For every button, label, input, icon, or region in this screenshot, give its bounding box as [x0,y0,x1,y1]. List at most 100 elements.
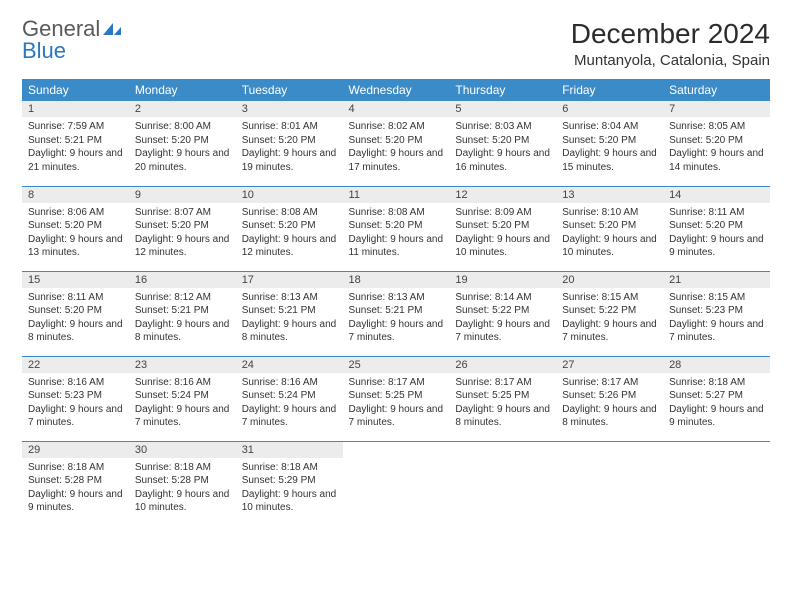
calendar-cell: 8Sunrise: 8:06 AMSunset: 5:20 PMDaylight… [22,186,129,271]
day-detail: Sunrise: 8:08 AMSunset: 5:20 PMDaylight:… [236,203,343,264]
calendar-cell [449,441,556,526]
day-number: 28 [663,357,770,373]
day-number: 31 [236,442,343,458]
logo-word-2: Blue [22,38,66,63]
calendar-cell [556,441,663,526]
calendar-cell: 21Sunrise: 8:15 AMSunset: 5:23 PMDayligh… [663,271,770,356]
day-number: 30 [129,442,236,458]
calendar-cell: 17Sunrise: 8:13 AMSunset: 5:21 PMDayligh… [236,271,343,356]
day-detail: Sunrise: 8:12 AMSunset: 5:21 PMDaylight:… [129,288,236,349]
calendar-cell: 20Sunrise: 8:15 AMSunset: 5:22 PMDayligh… [556,271,663,356]
calendar-cell: 25Sunrise: 8:17 AMSunset: 5:25 PMDayligh… [343,356,450,441]
day-number: 10 [236,187,343,203]
day-number: 8 [22,187,129,203]
weekday-friday: Friday [556,79,663,101]
calendar-row: 8Sunrise: 8:06 AMSunset: 5:20 PMDaylight… [22,186,770,271]
calendar-cell: 15Sunrise: 8:11 AMSunset: 5:20 PMDayligh… [22,271,129,356]
calendar-cell: 10Sunrise: 8:08 AMSunset: 5:20 PMDayligh… [236,186,343,271]
day-number: 29 [22,442,129,458]
day-detail: Sunrise: 8:07 AMSunset: 5:20 PMDaylight:… [129,203,236,264]
day-number: 22 [22,357,129,373]
calendar-cell: 28Sunrise: 8:18 AMSunset: 5:27 PMDayligh… [663,356,770,441]
day-number: 5 [449,101,556,117]
day-detail: Sunrise: 8:18 AMSunset: 5:29 PMDaylight:… [236,458,343,519]
day-detail: Sunrise: 8:06 AMSunset: 5:20 PMDaylight:… [22,203,129,264]
location-text: Muntanyola, Catalonia, Spain [571,52,770,69]
day-detail: Sunrise: 8:13 AMSunset: 5:21 PMDaylight:… [236,288,343,349]
day-detail: Sunrise: 8:03 AMSunset: 5:20 PMDaylight:… [449,117,556,178]
calendar-cell: 29Sunrise: 8:18 AMSunset: 5:28 PMDayligh… [22,441,129,526]
day-number: 21 [663,272,770,288]
calendar-cell: 1Sunrise: 7:59 AMSunset: 5:21 PMDaylight… [22,101,129,186]
calendar-cell: 24Sunrise: 8:16 AMSunset: 5:24 PMDayligh… [236,356,343,441]
day-detail: Sunrise: 8:15 AMSunset: 5:23 PMDaylight:… [663,288,770,349]
page-header: General Blue December 2024 Muntanyola, C… [22,18,770,69]
day-number: 1 [22,101,129,117]
weekday-header-row: SundayMondayTuesdayWednesdayThursdayFrid… [22,79,770,101]
weekday-thursday: Thursday [449,79,556,101]
day-number: 26 [449,357,556,373]
day-number: 17 [236,272,343,288]
calendar-cell: 5Sunrise: 8:03 AMSunset: 5:20 PMDaylight… [449,101,556,186]
day-number: 15 [22,272,129,288]
day-detail: Sunrise: 8:00 AMSunset: 5:20 PMDaylight:… [129,117,236,178]
weekday-sunday: Sunday [22,79,129,101]
day-number: 25 [343,357,450,373]
calendar-cell: 31Sunrise: 8:18 AMSunset: 5:29 PMDayligh… [236,441,343,526]
calendar-cell: 3Sunrise: 8:01 AMSunset: 5:20 PMDaylight… [236,101,343,186]
day-detail: Sunrise: 8:13 AMSunset: 5:21 PMDaylight:… [343,288,450,349]
calendar-cell: 4Sunrise: 8:02 AMSunset: 5:20 PMDaylight… [343,101,450,186]
day-detail: Sunrise: 8:16 AMSunset: 5:23 PMDaylight:… [22,373,129,434]
day-detail: Sunrise: 8:10 AMSunset: 5:20 PMDaylight:… [556,203,663,264]
day-detail: Sunrise: 8:05 AMSunset: 5:20 PMDaylight:… [663,117,770,178]
day-number: 19 [449,272,556,288]
day-number: 9 [129,187,236,203]
calendar-cell: 23Sunrise: 8:16 AMSunset: 5:24 PMDayligh… [129,356,236,441]
day-detail: Sunrise: 8:11 AMSunset: 5:20 PMDaylight:… [22,288,129,349]
weekday-saturday: Saturday [663,79,770,101]
calendar-cell: 7Sunrise: 8:05 AMSunset: 5:20 PMDaylight… [663,101,770,186]
day-number: 24 [236,357,343,373]
day-number: 13 [556,187,663,203]
day-number: 12 [449,187,556,203]
day-number: 7 [663,101,770,117]
day-detail: Sunrise: 8:17 AMSunset: 5:25 PMDaylight:… [449,373,556,434]
weekday-wednesday: Wednesday [343,79,450,101]
calendar-cell: 14Sunrise: 8:11 AMSunset: 5:20 PMDayligh… [663,186,770,271]
day-detail: Sunrise: 8:09 AMSunset: 5:20 PMDaylight:… [449,203,556,264]
calendar-cell: 27Sunrise: 8:17 AMSunset: 5:26 PMDayligh… [556,356,663,441]
calendar-table: SundayMondayTuesdayWednesdayThursdayFrid… [22,79,770,526]
day-number: 2 [129,101,236,117]
calendar-body: 1Sunrise: 7:59 AMSunset: 5:21 PMDaylight… [22,101,770,526]
day-number: 20 [556,272,663,288]
calendar-cell: 30Sunrise: 8:18 AMSunset: 5:28 PMDayligh… [129,441,236,526]
day-detail: Sunrise: 8:16 AMSunset: 5:24 PMDaylight:… [129,373,236,434]
calendar-cell: 6Sunrise: 8:04 AMSunset: 5:20 PMDaylight… [556,101,663,186]
day-detail: Sunrise: 8:01 AMSunset: 5:20 PMDaylight:… [236,117,343,178]
day-number: 6 [556,101,663,117]
day-detail: Sunrise: 8:04 AMSunset: 5:20 PMDaylight:… [556,117,663,178]
day-number: 3 [236,101,343,117]
day-detail: Sunrise: 8:16 AMSunset: 5:24 PMDaylight:… [236,373,343,434]
day-detail: Sunrise: 8:17 AMSunset: 5:25 PMDaylight:… [343,373,450,434]
day-number: 18 [343,272,450,288]
day-number: 27 [556,357,663,373]
day-number: 11 [343,187,450,203]
calendar-row: 15Sunrise: 8:11 AMSunset: 5:20 PMDayligh… [22,271,770,356]
calendar-cell: 9Sunrise: 8:07 AMSunset: 5:20 PMDaylight… [129,186,236,271]
calendar-cell: 11Sunrise: 8:08 AMSunset: 5:20 PMDayligh… [343,186,450,271]
page-title: December 2024 [571,18,770,50]
calendar-cell: 22Sunrise: 8:16 AMSunset: 5:23 PMDayligh… [22,356,129,441]
calendar-row: 22Sunrise: 8:16 AMSunset: 5:23 PMDayligh… [22,356,770,441]
calendar-cell: 18Sunrise: 8:13 AMSunset: 5:21 PMDayligh… [343,271,450,356]
calendar-row: 1Sunrise: 7:59 AMSunset: 5:21 PMDaylight… [22,101,770,186]
day-detail: Sunrise: 8:15 AMSunset: 5:22 PMDaylight:… [556,288,663,349]
calendar-cell: 2Sunrise: 8:00 AMSunset: 5:20 PMDaylight… [129,101,236,186]
day-detail: Sunrise: 8:14 AMSunset: 5:22 PMDaylight:… [449,288,556,349]
logo-text: General Blue [22,18,122,62]
day-detail: Sunrise: 8:17 AMSunset: 5:26 PMDaylight:… [556,373,663,434]
calendar-cell [663,441,770,526]
day-number: 4 [343,101,450,117]
day-detail: Sunrise: 8:02 AMSunset: 5:20 PMDaylight:… [343,117,450,178]
logo: General Blue [22,18,122,62]
